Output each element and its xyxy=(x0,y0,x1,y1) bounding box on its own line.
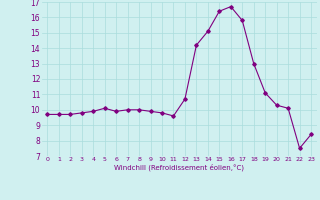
X-axis label: Windchill (Refroidissement éolien,°C): Windchill (Refroidissement éolien,°C) xyxy=(114,164,244,171)
